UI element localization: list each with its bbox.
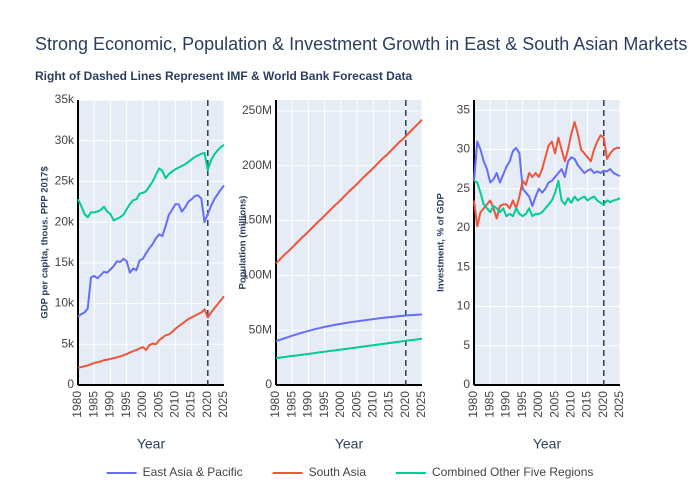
legend-item: East Asia & Pacific xyxy=(106,465,243,479)
y-tick-label: 15 xyxy=(457,259,471,273)
y-tick-label: 150M xyxy=(242,213,272,227)
x-tick-label: 2015 xyxy=(382,391,396,418)
x-tick-label: 2000 xyxy=(531,391,545,418)
x-tick-label: 1980 xyxy=(268,391,282,418)
y-tick-label: 5 xyxy=(463,338,470,352)
y-tick-label: 10 xyxy=(457,299,471,313)
series-line xyxy=(77,184,225,318)
y-tick-label: 0 xyxy=(463,377,470,391)
x-tick-label: 1995 xyxy=(317,391,331,418)
y-tick-label: 200M xyxy=(242,158,272,172)
legend-label: South Asia xyxy=(309,465,367,479)
plot-area xyxy=(78,100,224,385)
x-axis-title: Year xyxy=(137,436,166,452)
chart-title: Strong Economic, Population & Investment… xyxy=(35,34,687,54)
legend-label: Combined Other Five Regions xyxy=(432,465,593,479)
series-line xyxy=(473,140,621,207)
x-tick-label: 2025 xyxy=(414,391,428,418)
x-tick-label: 1985 xyxy=(86,391,100,418)
x-tick-label: 2005 xyxy=(151,391,165,418)
x-tick-label: 2005 xyxy=(547,391,561,418)
x-tick-label: 2000 xyxy=(135,391,149,418)
x-tick-label: 1995 xyxy=(119,391,133,418)
x-tick-label: 1980 xyxy=(70,391,84,418)
x-tick-label: 2010 xyxy=(564,391,578,418)
chart-subtitle: Right of Dashed Lines Represent IMF & Wo… xyxy=(35,69,413,83)
x-tick-label: 1985 xyxy=(482,391,496,418)
series-line xyxy=(77,295,225,369)
y-tick-label: 35k xyxy=(55,92,75,106)
legend-label: East Asia & Pacific xyxy=(143,465,243,479)
y-tick-label: 30k xyxy=(55,133,75,147)
y-axis-title: GDP per capita, thous. PPP 2017$ xyxy=(40,166,51,319)
y-tick-label: 20k xyxy=(55,214,75,228)
x-tick-label: 2015 xyxy=(184,391,198,418)
y-tick-label: 250M xyxy=(242,103,272,117)
x-tick-label: 1990 xyxy=(301,391,315,418)
x-tick-label: 2025 xyxy=(216,391,230,418)
y-tick-label: 100M xyxy=(242,268,272,282)
x-tick-label: 1990 xyxy=(103,391,117,418)
x-tick-label: 2020 xyxy=(200,391,214,418)
x-tick-label: 2000 xyxy=(333,391,347,418)
legend-item: Combined Other Five Regions xyxy=(396,465,593,479)
legend: East Asia & Pacific South Asia Combined Ot… xyxy=(106,465,593,479)
y-tick-label: 25k xyxy=(55,174,75,188)
series-line xyxy=(77,143,225,222)
x-tick-label: 1980 xyxy=(466,391,480,418)
plot-area xyxy=(474,100,620,385)
x-tick-label: 2020 xyxy=(398,391,412,418)
y-tick-label: 25 xyxy=(457,181,471,195)
x-tick-label: 2005 xyxy=(349,391,363,418)
y-axis-title: Population (millions) xyxy=(238,196,249,290)
x-tick-label: 2010 xyxy=(168,391,182,418)
y-tick-label: 5k xyxy=(61,336,75,350)
series-line xyxy=(473,120,620,228)
series-line xyxy=(473,179,621,218)
series-line xyxy=(275,119,423,265)
series-line xyxy=(275,313,423,343)
x-tick-label: 1995 xyxy=(515,391,529,418)
y-tick-label: 0 xyxy=(67,377,74,391)
y-tick-label: 35 xyxy=(457,102,471,116)
legend-item: South Asia xyxy=(272,465,367,479)
y-tick-label: 10k xyxy=(55,296,75,310)
y-axis-title: Investment, % of GDP xyxy=(436,192,447,291)
x-tick-label: 2010 xyxy=(366,391,380,418)
x-tick-label: 1990 xyxy=(499,391,513,418)
x-tick-label: 1985 xyxy=(284,391,298,418)
x-axis-title: Year xyxy=(533,436,562,452)
y-tick-label: 20 xyxy=(457,220,471,234)
x-tick-label: 2025 xyxy=(612,391,626,418)
x-axis-title: Year xyxy=(335,436,364,452)
y-tick-label: 0 xyxy=(265,377,272,391)
y-tick-label: 50M xyxy=(249,322,272,336)
x-tick-label: 2020 xyxy=(596,391,610,418)
y-tick-label: 15k xyxy=(55,255,75,269)
x-tick-label: 2015 xyxy=(580,391,594,418)
y-tick-label: 30 xyxy=(457,142,471,156)
plot-area xyxy=(276,100,422,385)
series-line xyxy=(275,337,423,360)
